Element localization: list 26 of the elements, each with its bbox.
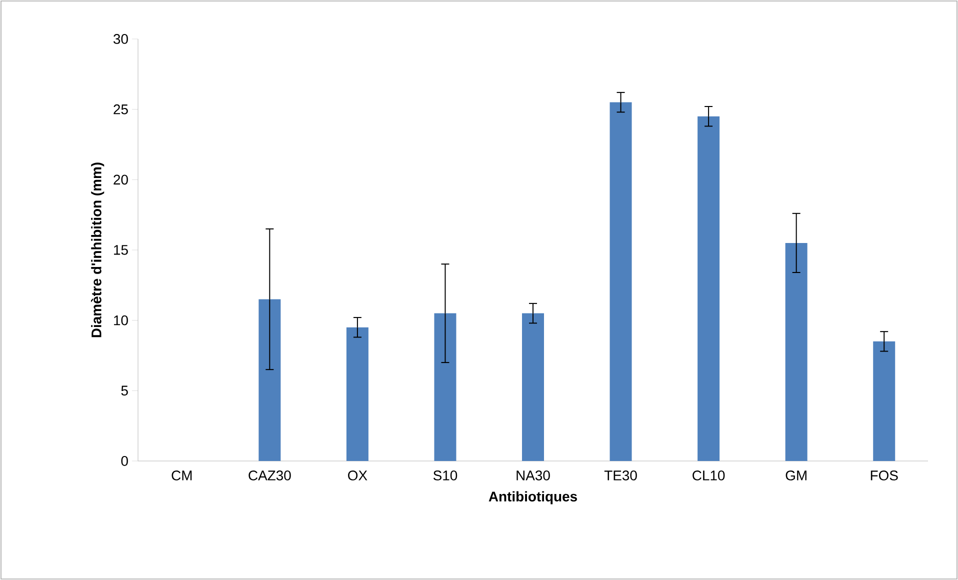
bar xyxy=(610,102,632,461)
bar xyxy=(873,341,896,461)
x-tick-label: CM xyxy=(172,470,192,480)
y-tick-label: 25 xyxy=(114,104,128,114)
bar xyxy=(522,313,544,461)
x-tick-label: CAZ30 xyxy=(248,470,291,480)
y-axis-title: Diamètre d'inhibition (mm) xyxy=(91,162,104,338)
x-tick-label: S10 xyxy=(433,470,458,480)
y-tick-label: 15 xyxy=(114,245,128,255)
x-axis-title: Antibiotiques xyxy=(488,491,577,504)
x-tick-label: TE30 xyxy=(604,470,637,480)
y-tick-label: 10 xyxy=(114,315,128,326)
bar xyxy=(258,299,281,461)
y-tick-label: 30 xyxy=(114,34,128,44)
bar xyxy=(434,313,456,461)
x-tick-label: NA30 xyxy=(516,470,550,480)
bar xyxy=(785,242,808,461)
y-tick-label: 20 xyxy=(114,174,128,185)
y-tick-label: 0 xyxy=(121,456,128,466)
x-tick-label: CL10 xyxy=(692,470,725,480)
x-tick-label: GM xyxy=(786,470,806,480)
bar xyxy=(346,327,368,461)
y-tick-label: 5 xyxy=(121,386,128,396)
x-tick-label: OX xyxy=(348,470,368,480)
bar xyxy=(698,116,720,461)
x-tick-label: FOS xyxy=(870,470,898,480)
